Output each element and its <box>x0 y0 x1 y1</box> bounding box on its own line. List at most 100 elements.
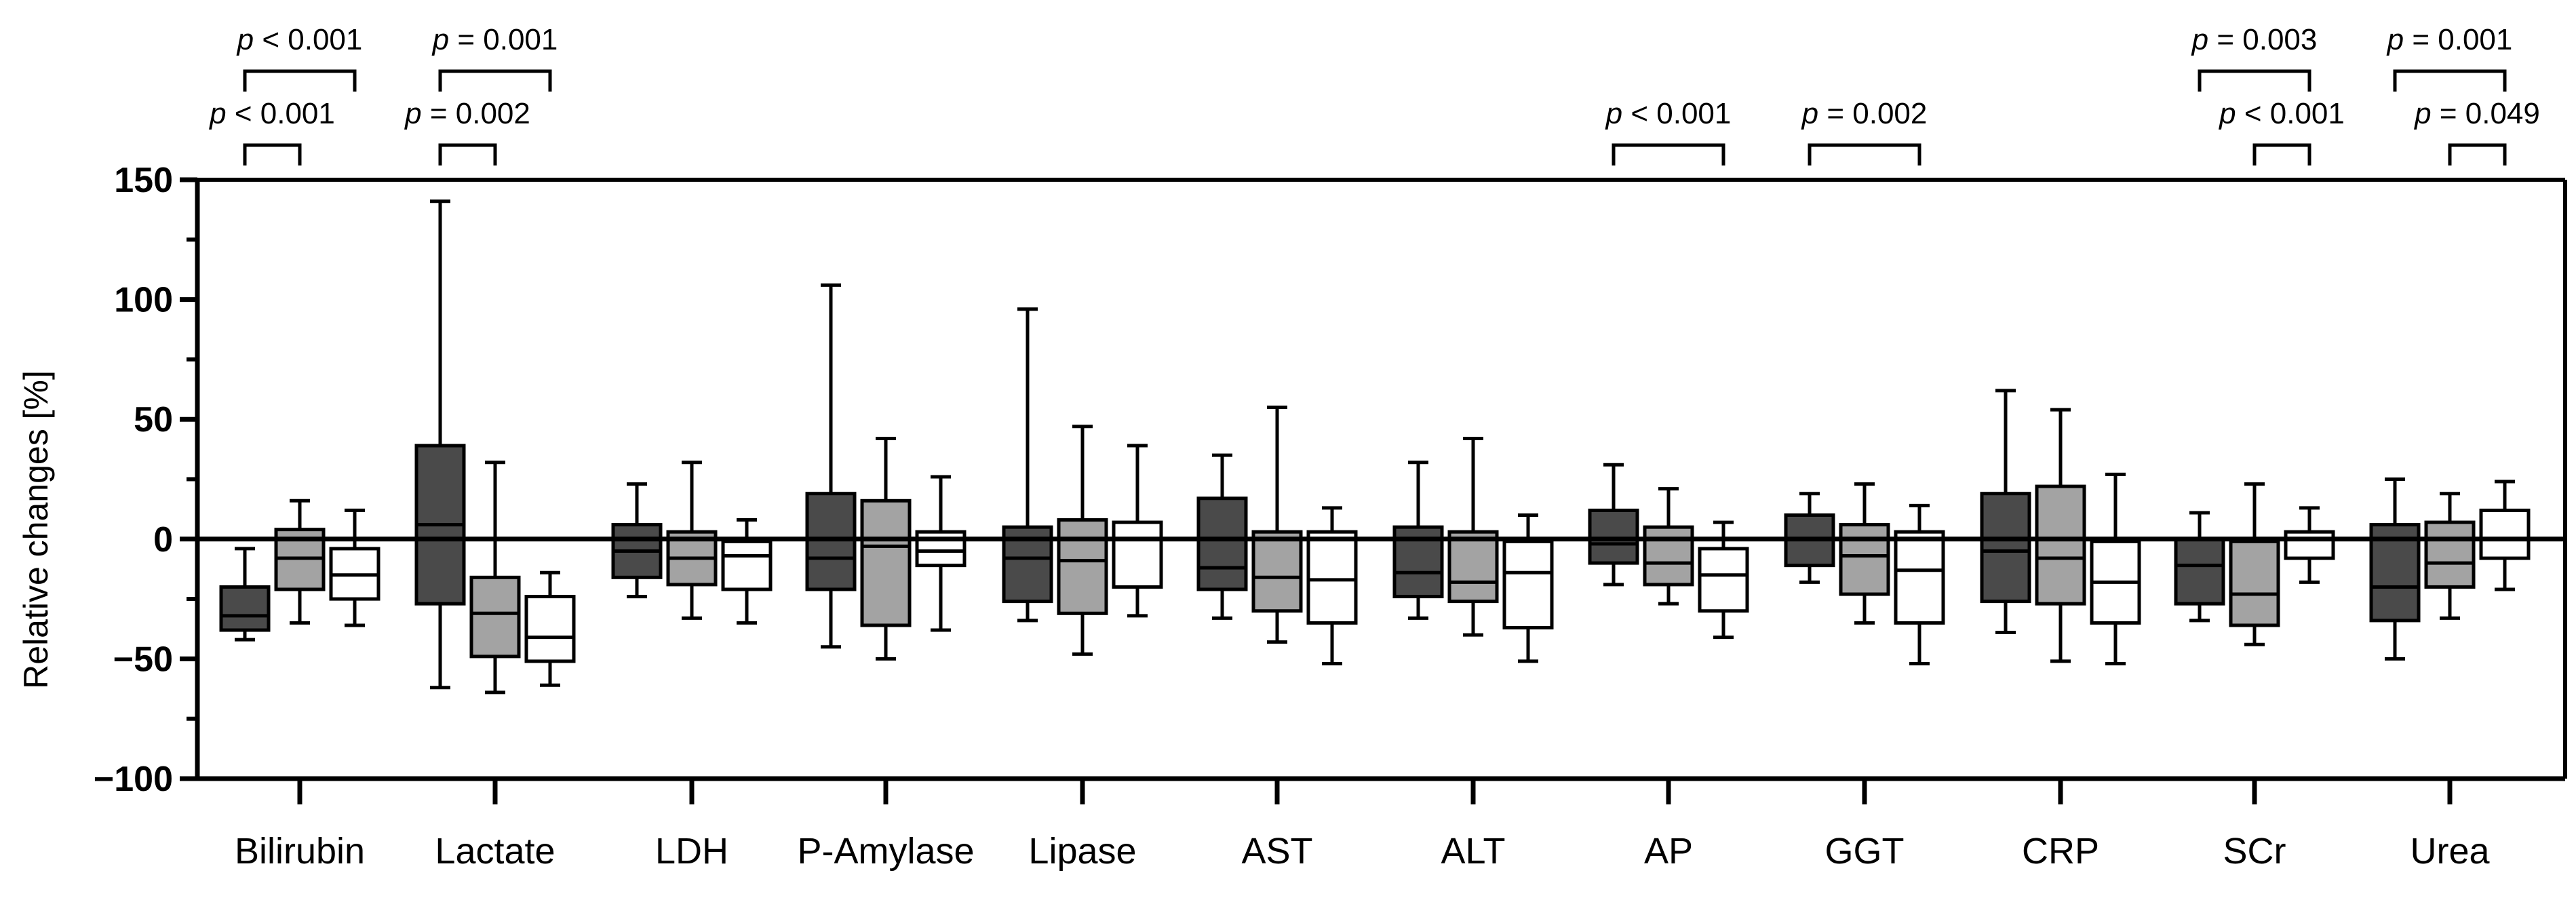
x-category-label: LDH <box>655 831 728 872</box>
p-value-label: p = 0.002 <box>1801 97 1928 130</box>
iqr-box <box>1057 518 1108 615</box>
box-crp-group-2 <box>2035 408 2086 663</box>
bracket-line <box>1612 143 1725 165</box>
bracket-line <box>438 69 552 92</box>
box-ap-group-2 <box>1643 487 1694 606</box>
y-axis-label: Relative changes [%] <box>17 370 55 689</box>
box-p-amylase-group-3 <box>915 475 967 632</box>
x-category-label: Lipase <box>1028 831 1136 872</box>
iqr-box <box>1112 520 1163 589</box>
bracket-line <box>2198 69 2311 92</box>
y-tick-label: −50 <box>113 640 173 679</box>
box-scr-group-1 <box>2174 511 2225 623</box>
p-value-label: p = 0.049 <box>2413 97 2540 130</box>
box-ast-group-3 <box>1306 506 1358 665</box>
y-tick-label: 0 <box>153 520 173 560</box>
iqr-box <box>1894 530 1945 625</box>
x-category-label: AST <box>1241 831 1312 872</box>
iqr-box <box>1447 530 1499 604</box>
comparisons-group: p < 0.001 p < 0.001 p = 0.001 p = 0.002 p < … <box>208 23 2540 165</box>
box-ast-group-1 <box>1196 453 1248 620</box>
box-urea-group-1 <box>2369 477 2421 661</box>
y-tick-label: 50 <box>134 400 173 440</box>
box-lactate-group-2 <box>469 461 521 695</box>
iqr-box <box>2424 520 2476 589</box>
x-category-label: CRP <box>2022 831 2099 872</box>
iqr-box <box>1839 523 1890 596</box>
p-value-label: p = 0.001 <box>431 23 558 56</box>
iqr-box <box>219 585 271 632</box>
iqr-box <box>1588 508 1639 565</box>
x-category-label: SCr <box>2223 831 2286 872</box>
plot-frame-group <box>195 178 2567 781</box>
box-alt-group-2 <box>1447 436 1499 637</box>
box-scr-group-2 <box>2229 482 2280 646</box>
iqr-box <box>2284 530 2335 560</box>
iqr-box <box>1196 496 1248 591</box>
iqr-box <box>1698 547 1749 613</box>
box-urea-group-3 <box>2479 480 2531 591</box>
box-ggt-group-2 <box>1839 482 1890 625</box>
bracket-line <box>2448 143 2507 165</box>
y-tick-label: −100 <box>94 760 173 799</box>
x-axis-group: Bilirubin Lactate LDH P-Amylase Lipase AST ALT… <box>235 779 2490 872</box>
comparison-bracket: p < 0.001 <box>1605 97 1731 165</box>
box-scr-group-3 <box>2284 506 2335 584</box>
comparison-bracket: p < 0.001 <box>236 23 363 92</box>
comparison-bracket: p < 0.001 <box>2218 97 2345 165</box>
iqr-box <box>805 492 857 591</box>
box-ap-group-1 <box>1588 463 1639 587</box>
bracket-line <box>1808 143 1921 165</box>
comparison-bracket: p = 0.049 <box>2413 97 2540 165</box>
iqr-box <box>1643 525 1694 587</box>
box-p-amylase-group-2 <box>860 436 912 661</box>
box-lactate-group-1 <box>414 199 466 690</box>
y-tick-label: 100 <box>114 281 173 320</box>
bracket-line <box>2252 143 2311 165</box>
p-value-label: p = 0.002 <box>404 97 530 130</box>
box-crp-group-3 <box>2090 472 2141 665</box>
x-category-label: GGT <box>1825 831 1905 872</box>
x-category-label: P-Amylase <box>797 831 974 872</box>
box-lipase-group-2 <box>1057 425 1108 656</box>
p-value-label: p < 0.001 <box>208 97 335 130</box>
box-alt-group-3 <box>1502 513 1554 663</box>
box-lipase-group-1 <box>1002 307 1053 623</box>
box-ggt-group-3 <box>1894 503 1945 665</box>
bracket-line <box>2393 69 2507 92</box>
x-category-label: ALT <box>1441 831 1505 872</box>
x-category-label: Urea <box>2410 831 2490 872</box>
p-value-label: p < 0.001 <box>236 23 363 56</box>
p-value-label: p = 0.003 <box>2191 23 2318 56</box>
y-tick-label: 150 <box>114 161 173 200</box>
iqr-box <box>524 595 576 663</box>
y-axis-group: −100 −50 0 50 100 150 <box>94 161 197 799</box>
x-category-label: AP <box>1644 831 1693 872</box>
box-lipase-group-3 <box>1112 444 1163 618</box>
comparison-bracket: p = 0.003 <box>2191 23 2318 92</box>
box-bilirubin-group-1 <box>219 547 271 642</box>
iqr-box <box>860 499 912 627</box>
iqr-box <box>2174 537 2225 606</box>
iqr-box <box>721 539 773 591</box>
box-ldh-group-1 <box>611 482 663 599</box>
box-ldh-group-3 <box>721 518 773 625</box>
p-value-label: p < 0.001 <box>2218 97 2345 130</box>
bracket-line <box>438 143 497 165</box>
iqr-box <box>469 575 521 659</box>
comparison-bracket: p = 0.002 <box>404 97 530 165</box>
iqr-box <box>1306 530 1358 625</box>
iqr-box <box>1251 530 1303 613</box>
iqr-box <box>1980 492 2031 604</box>
comparison-bracket: p = 0.002 <box>1801 97 1928 165</box>
x-category-label: Lactate <box>435 831 555 872</box>
bracket-line <box>243 69 357 92</box>
iqr-box <box>2479 508 2531 560</box>
comparison-bracket: p < 0.001 <box>208 97 335 165</box>
box-bilirubin-group-3 <box>329 508 380 627</box>
box-urea-group-2 <box>2424 492 2476 620</box>
box-ast-group-2 <box>1251 406 1303 644</box>
iqr-box <box>2229 539 2280 627</box>
